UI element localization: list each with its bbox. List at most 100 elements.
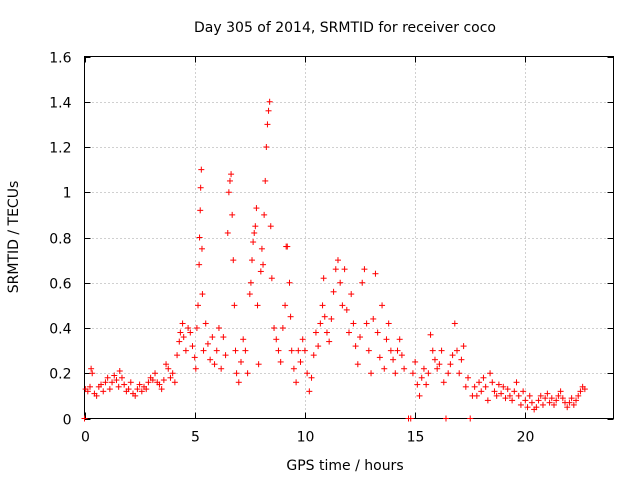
data-point [550,401,557,408]
data-point [465,374,472,381]
data-point [165,365,172,372]
data-point [478,388,485,395]
data-point [267,223,274,230]
data-point [226,177,233,184]
data-point [506,392,513,399]
data-point [255,361,262,368]
data-point [471,383,478,390]
data-point [511,388,518,395]
data-point [438,347,445,354]
data-point [387,347,394,354]
data-point [431,356,438,363]
data-point [228,171,235,178]
data-point [537,392,544,399]
data-point [425,370,432,377]
data-point [233,370,240,377]
data-point [524,404,531,411]
data-point [143,386,150,393]
data-point [252,223,259,230]
y-tick-label: 1.4 [49,96,71,112]
data-point [445,370,452,377]
data-point [202,320,209,327]
data-point [334,257,341,264]
y-tick-label: 0.4 [49,322,71,338]
data-point [121,381,128,388]
data-point [568,395,575,402]
data-point [253,205,260,212]
data-point [301,347,308,354]
data-point [401,365,408,372]
data-point [111,372,118,379]
x-tick-label: 15 [407,430,425,446]
data-point [564,404,571,411]
data-point [115,383,122,390]
data-point [127,379,134,386]
data-point [290,365,297,372]
data-point [577,388,584,395]
data-point [396,336,403,343]
data-point [156,381,163,388]
data-point [350,320,357,327]
y-tick-label: 1 [63,186,72,202]
data-point [526,392,533,399]
data-point [522,397,529,404]
data-point [258,245,265,252]
x-tick-label: 5 [191,430,200,446]
data-point [244,370,251,377]
data-point [104,374,111,381]
data-point [385,320,392,327]
y-tick-label: 0.2 [49,367,71,383]
data-point [513,379,520,386]
data-point [348,291,355,298]
data-point [193,325,200,331]
data-point [169,370,176,377]
x-tick-label: 20 [517,430,535,446]
data-point [379,302,386,309]
data-point [116,367,123,374]
data-point [197,184,204,191]
data-point [458,356,465,363]
data-point [409,370,416,377]
data-point [420,365,427,372]
data-point [260,261,267,268]
data-point [423,381,430,388]
data-point [528,399,535,406]
data-point [106,386,113,393]
data-point [200,347,207,354]
data-point [262,177,269,184]
data-point [317,320,324,327]
data-point [319,302,326,309]
data-point [196,261,203,268]
x-axis-label: GPS time / hours [286,458,403,474]
data-point [204,340,211,347]
data-point [249,257,256,264]
data-point [559,395,566,402]
data-point [498,390,505,397]
data-point [149,377,156,384]
data-point [491,388,498,395]
data-point [246,291,253,298]
data-point [265,107,272,114]
data-point [145,379,152,386]
data-point [312,329,319,336]
data-point [306,388,313,395]
data-point [81,415,88,422]
plot-frame [84,56,614,419]
data-point [231,302,238,309]
data-point [89,370,96,377]
data-point [323,329,330,336]
data-point [235,379,242,386]
y-tick-label: 1.6 [49,51,71,67]
data-point [277,358,284,365]
data-point [381,365,388,372]
y-tick-label: 1.2 [49,141,71,157]
data-point [328,315,335,322]
data-point [416,392,423,399]
data-point [473,392,480,399]
data-point [544,390,551,397]
data-point [87,383,94,390]
data-point [575,392,582,399]
data-point [257,268,264,275]
